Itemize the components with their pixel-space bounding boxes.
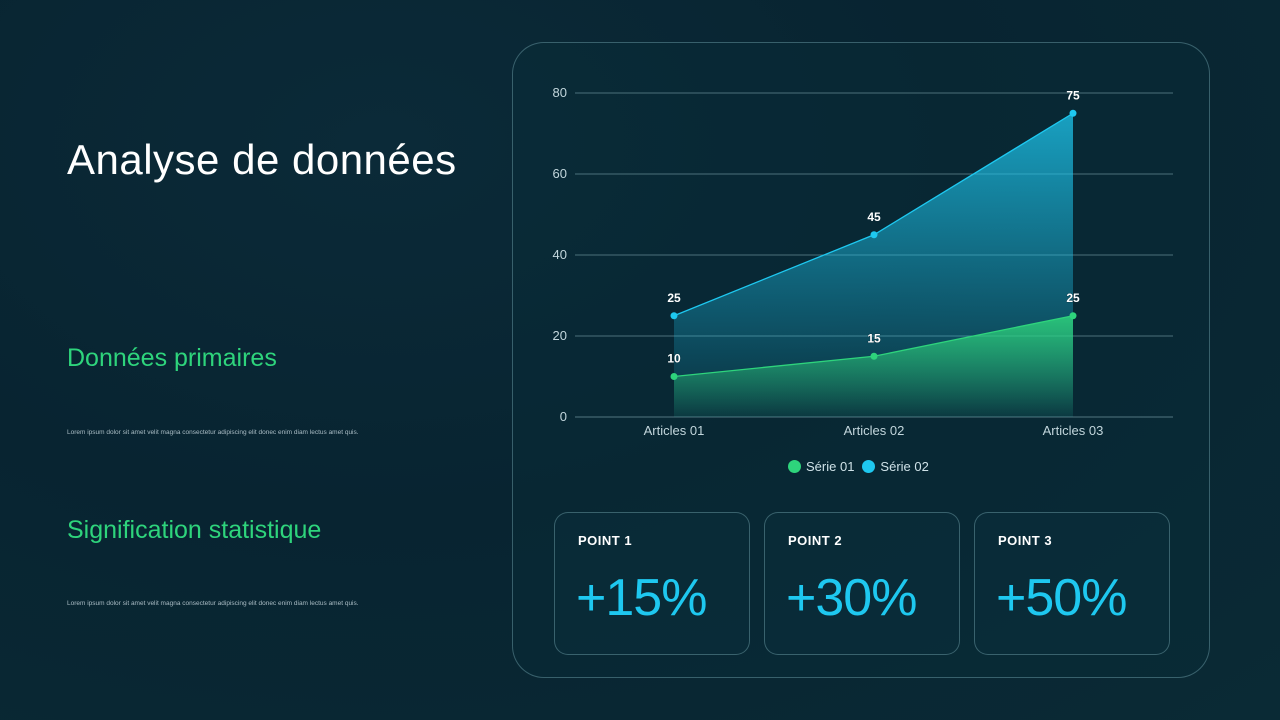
y-tick-label: 60 bbox=[553, 166, 567, 181]
data-point-series-1 bbox=[870, 352, 878, 360]
area-series-1 bbox=[674, 315, 1073, 417]
section-heading-primary: Données primaires bbox=[67, 344, 277, 372]
data-label-series-1: 10 bbox=[667, 352, 681, 366]
data-label-series-1: 15 bbox=[867, 331, 881, 345]
legend-item-series2: Série 02 bbox=[862, 459, 929, 474]
data-label-series-1: 25 bbox=[1066, 291, 1080, 305]
stat-card-3: POINT 3 +50% bbox=[974, 512, 1170, 655]
stat-card-label: POINT 1 bbox=[578, 533, 633, 548]
stat-card-value: +30% bbox=[786, 569, 917, 627]
x-tick-label: Articles 03 bbox=[1043, 423, 1104, 438]
data-point-series-2 bbox=[1069, 109, 1077, 117]
data-label-series-2: 45 bbox=[867, 210, 881, 224]
data-point-series-2 bbox=[870, 231, 878, 239]
chart-legend: Série 01 Série 02 bbox=[788, 459, 929, 474]
data-label-series-2: 25 bbox=[667, 291, 681, 305]
section-body-statistical: Lorem ipsum dolor sit amet velit magna c… bbox=[67, 600, 359, 607]
x-tick-label: Articles 02 bbox=[844, 423, 905, 438]
y-tick-label: 0 bbox=[560, 409, 567, 424]
legend-swatch-series1 bbox=[788, 460, 801, 473]
y-tick-label: 40 bbox=[553, 247, 567, 262]
data-point-series-2 bbox=[670, 312, 678, 320]
legend-item-series1: Série 01 bbox=[788, 459, 854, 474]
page-title: Analyse de données bbox=[67, 136, 457, 183]
data-point-series-1 bbox=[670, 373, 678, 380]
stat-card-value: +50% bbox=[996, 569, 1127, 627]
y-tick-label: 20 bbox=[553, 328, 567, 343]
section-body-primary: Lorem ipsum dolor sit amet velit magna c… bbox=[67, 429, 359, 436]
stat-card-label: POINT 3 bbox=[998, 533, 1053, 548]
legend-swatch-series2 bbox=[862, 460, 876, 473]
section-heading-statistical: Signification statistique bbox=[67, 516, 322, 544]
x-tick-label: Articles 01 bbox=[644, 423, 705, 438]
legend-label-series2: Série 02 bbox=[880, 459, 929, 474]
stat-card-label: POINT 2 bbox=[788, 533, 843, 548]
data-point-series-1 bbox=[1069, 312, 1077, 320]
stat-card-value: +15% bbox=[576, 569, 707, 627]
y-tick-label: 80 bbox=[553, 85, 567, 100]
data-label-series-2: 75 bbox=[1066, 88, 1080, 102]
stat-card-1: POINT 1 +15% bbox=[554, 512, 750, 655]
legend-label-series1: Série 01 bbox=[806, 459, 855, 474]
stat-card-2: POINT 2 +30% bbox=[764, 512, 960, 655]
